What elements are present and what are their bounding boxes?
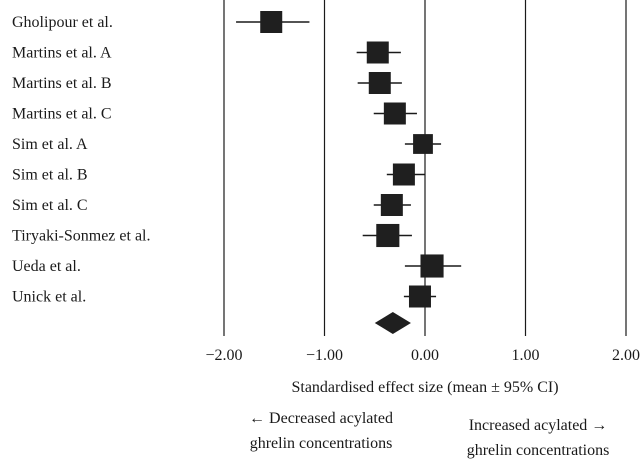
- study-label: Tiryaki-Sonmez et al.: [12, 228, 151, 245]
- x-axis-ticks: −2.00 −1.00 0.00 1.00 2.00: [205, 347, 640, 364]
- direction-annotations: ← Decreased acylated ghrelin concentrati…: [249, 410, 609, 459]
- study-point-estimate: [368, 72, 391, 94]
- study-point-estimate: [408, 285, 431, 308]
- study-point-estimate: [376, 223, 400, 248]
- study-label: Sim et al. C: [12, 197, 88, 214]
- study-label: Sim et al. A: [12, 136, 88, 153]
- x-tick-label: 1.00: [512, 347, 540, 364]
- study-point-estimate: [383, 102, 406, 125]
- x-tick-label: 0.00: [411, 347, 439, 364]
- study-label: Gholipour et al.: [12, 14, 113, 31]
- vertical-gridlines: [223, 0, 627, 336]
- study-label: Martins et al. B: [12, 75, 112, 92]
- x-tick-label: −1.00: [306, 347, 343, 364]
- study-label: Sim et al. B: [12, 167, 88, 184]
- annotation-right-line-1: Increased acylated →: [469, 417, 608, 434]
- study-point-estimate: [420, 254, 444, 278]
- study-label: Ueda et al.: [12, 258, 81, 275]
- x-tick-label: −2.00: [205, 347, 242, 364]
- summary-estimate: [374, 312, 411, 334]
- study-rows: Gholipour et al. Martins et al. A Martins …: [12, 11, 462, 308]
- study-point-estimate: [380, 194, 403, 216]
- study-point-estimate: [413, 134, 433, 154]
- annotation-left-line-2: ghrelin concentrations: [250, 435, 393, 452]
- study-point-estimate: [392, 163, 415, 186]
- study-label: Unick et al.: [12, 289, 86, 306]
- summary-diamond: [374, 312, 411, 334]
- study-point-estimate: [366, 41, 389, 64]
- annotation-left-line-1: ← Decreased acylated: [249, 410, 393, 427]
- annotation-right-line-2: ghrelin concentrations: [467, 442, 610, 459]
- study-label: Martins et al. A: [12, 45, 112, 62]
- study-point-estimate: [260, 11, 283, 33]
- x-axis-label: Standardised effect size (mean ± 95% CI): [291, 379, 558, 396]
- study-label: Martins et al. C: [12, 106, 112, 123]
- x-tick-label: 2.00: [612, 347, 640, 364]
